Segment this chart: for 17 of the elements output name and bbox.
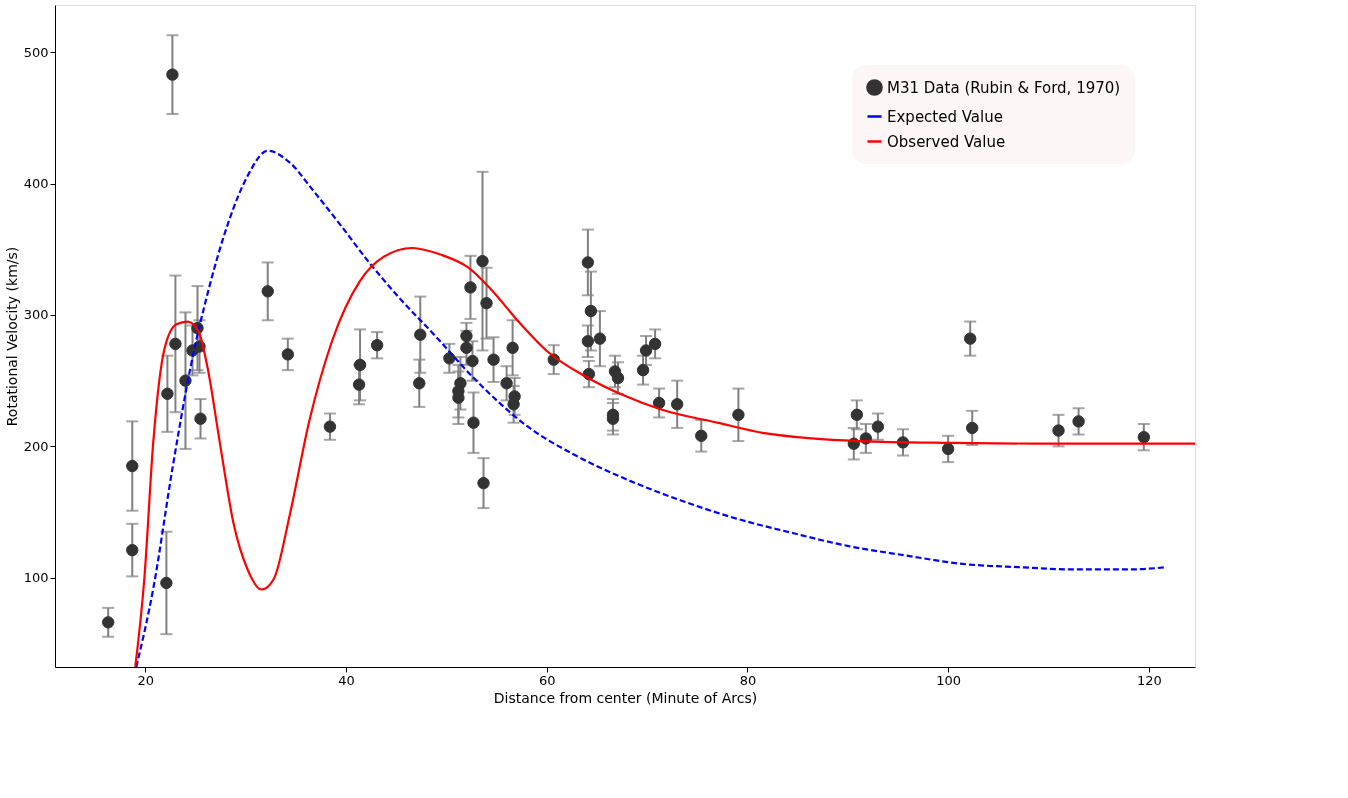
y-tick-label: 200 bbox=[23, 438, 49, 454]
x-axis-title: Distance from center (Minute of Arcs) bbox=[493, 689, 758, 706]
x-tick-label: 60 bbox=[538, 672, 556, 688]
y-tick-label: 400 bbox=[23, 176, 49, 192]
legend-label: Expected Value bbox=[887, 107, 1003, 126]
x-tick-label: 120 bbox=[1136, 672, 1162, 688]
legend-label: M31 Data (Rubin & Ford, 1970) bbox=[887, 78, 1121, 97]
y-tick-label: 500 bbox=[23, 44, 49, 60]
line-series bbox=[134, 246, 1195, 667]
x-tick-label: 40 bbox=[338, 672, 355, 688]
x-tick-label: 100 bbox=[936, 672, 962, 688]
y-axis-title: Rotational Velocity (km/s) bbox=[3, 246, 20, 427]
y-tick-label: 100 bbox=[23, 570, 49, 586]
x-tick-label: 20 bbox=[137, 672, 155, 688]
y-tick-label: 300 bbox=[23, 307, 49, 323]
x-tick-label: 80 bbox=[739, 672, 757, 688]
legend-label: Observed Value bbox=[887, 132, 1006, 151]
